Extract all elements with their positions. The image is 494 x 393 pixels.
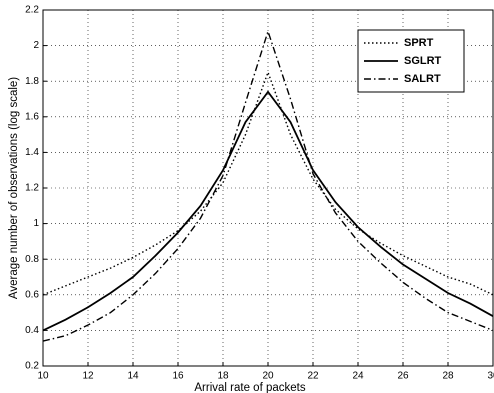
y-tick-label: 1 (33, 218, 39, 229)
y-tick-label: 0.6 (25, 289, 39, 300)
y-tick-label: 1.4 (25, 147, 39, 158)
y-tick-label: 2.2 (25, 5, 39, 16)
x-tick-label: 26 (397, 371, 409, 382)
x-tick-label: 18 (217, 371, 229, 382)
y-tick-label: 0.4 (25, 325, 39, 336)
legend-label: SPRT (404, 37, 434, 49)
legend-label: SGLRT (404, 55, 442, 67)
y-tick-label: 1.6 (25, 111, 39, 122)
x-tick-label: 22 (307, 371, 319, 382)
x-tick-label: 28 (442, 371, 454, 382)
x-tick-label: 20 (262, 371, 274, 382)
y-tick-label: 0.8 (25, 254, 39, 265)
y-tick-label: 0.2 (25, 361, 39, 372)
line-series (42, 29, 494, 342)
x-tick-label: 16 (172, 371, 184, 382)
y-tick-label: 1.2 (25, 183, 39, 194)
x-tick-label: 14 (127, 371, 139, 382)
line-series (42, 70, 494, 296)
plot-frame (42, 9, 494, 367)
x-tick-label: 10 (37, 371, 49, 382)
line-series (42, 90, 494, 332)
x-tick-label: 30 (487, 371, 494, 382)
x-tick-label: 12 (82, 371, 94, 382)
y-tick-label: 2 (33, 40, 39, 51)
legend-label: SALRT (404, 73, 441, 85)
x-tick-label: 24 (352, 371, 364, 382)
x-axis-label: Arrival rate of packets (194, 382, 305, 393)
y-tick-label: 1.8 (25, 76, 39, 87)
y-axis-label: Average number of observations (log scal… (8, 77, 20, 299)
